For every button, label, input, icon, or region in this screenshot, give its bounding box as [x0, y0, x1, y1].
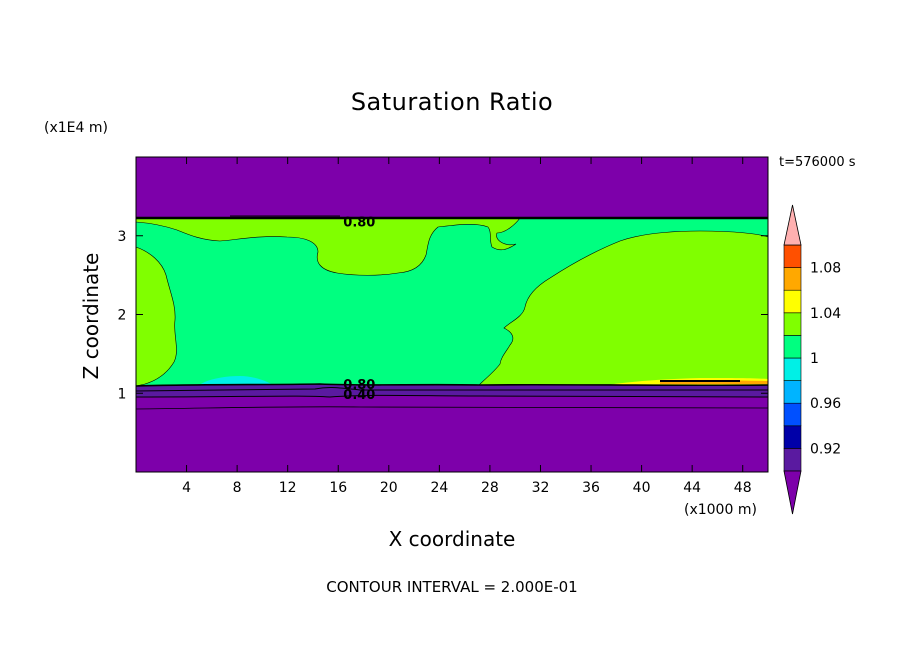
x-tick-label: 32	[532, 480, 550, 496]
region-dry-top	[136, 157, 768, 218]
contour-line-lower-1	[135, 383, 769, 387]
y-tick-label: 1	[118, 386, 127, 402]
x-tick-label: 48	[734, 480, 752, 496]
x-tick-label: 4	[182, 480, 191, 496]
region-dry-bottom	[136, 384, 768, 472]
x-tick-label: 8	[233, 480, 242, 496]
x-tick-label: 16	[329, 480, 347, 496]
y-tick-label: 3	[118, 229, 127, 245]
colorbar-swatch	[783, 425, 802, 449]
colorbar-swatch	[783, 267, 802, 291]
x-tick-label: 28	[481, 480, 499, 496]
colorbar-tick-label: 1	[810, 351, 819, 367]
region-supersat-right	[477, 230, 769, 387]
colorbar-swatch	[783, 312, 802, 336]
colorbar-swatch	[783, 380, 802, 404]
x-axis-multiplier: (x1000 m)	[684, 502, 757, 518]
plot-area	[135, 157, 769, 472]
contour-label: 0.80	[343, 378, 375, 393]
colorbar-tick-label: 1.08	[810, 261, 841, 277]
colorbar-swatch	[783, 448, 802, 472]
y-axis-multiplier: (x1E4 m)	[44, 120, 108, 136]
colorbar-under-arrow	[783, 470, 802, 515]
colorbar-swatch	[783, 335, 802, 359]
region-supersat-top	[135, 217, 521, 276]
chart-title: Saturation Ratio	[350, 88, 554, 116]
colorbar-swatch	[783, 402, 802, 427]
x-tick-label: 12	[279, 480, 297, 496]
contour-interval-label: CONTOUR INTERVAL = 2.000E-01	[326, 578, 578, 596]
time-label: t=576000 s	[779, 155, 856, 170]
contour-line-lower-2	[135, 386, 768, 392]
x-tick-label: 36	[582, 480, 600, 496]
y-tick-label: 2	[118, 308, 127, 324]
colorbar-swatch	[783, 244, 802, 268]
x-tick-label: 24	[430, 480, 448, 496]
x-axis-ticks: 4 8 12 16 20 24 28 32 36 40 44 48	[182, 157, 752, 496]
colorbar-tick-label: 1.04	[810, 306, 841, 322]
x-axis-label: X coordinate	[388, 527, 516, 551]
colorbar-tick-label: 0.92	[810, 441, 841, 457]
region-cyan-patch	[198, 376, 275, 386]
y-axis-ticks: 1 2 3	[118, 229, 768, 402]
colorbar-swatch	[783, 289, 802, 314]
x-tick-label: 20	[380, 480, 398, 496]
x-tick-label: 40	[633, 480, 651, 496]
colorbar-over-arrow	[783, 204, 802, 246]
colorbar-tick-label: 0.96	[810, 396, 841, 412]
colorbar: 0.92 0.96 1 1.04 1.08	[783, 204, 841, 515]
contour-label: 0.40	[343, 388, 375, 403]
contour-line-lower-4	[135, 406, 769, 410]
colorbar-swatch	[783, 357, 802, 381]
contour-labels: 0.800.800.40	[343, 216, 375, 403]
region-supersat-left	[135, 246, 177, 387]
contour-line-lower-3	[135, 394, 769, 398]
x-tick-label: 44	[683, 480, 701, 496]
contour-label: 0.80	[343, 216, 375, 231]
